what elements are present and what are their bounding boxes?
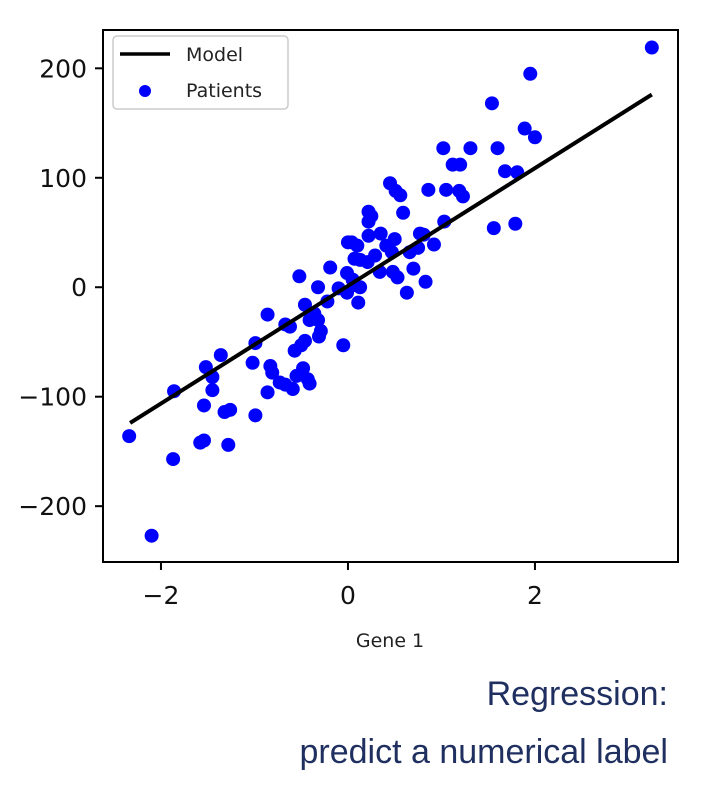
patient-point — [498, 164, 513, 179]
patient-point — [368, 248, 383, 263]
patient-point — [644, 40, 659, 55]
patient-point — [399, 285, 414, 300]
model-line — [129, 92, 653, 425]
patient-point — [453, 157, 468, 172]
patient-point — [144, 528, 159, 543]
patient-point — [196, 433, 211, 448]
patient-point — [418, 274, 433, 289]
x-tick-label: −2 — [143, 581, 180, 610]
x-axis: −2 0 2 — [143, 562, 543, 610]
patient-point — [523, 66, 538, 81]
patient-point — [351, 295, 366, 310]
patient-point — [361, 214, 376, 229]
y-tick-label: 100 — [39, 164, 87, 193]
patient-point — [484, 96, 499, 111]
legend-label-model: Model — [186, 44, 243, 66]
model-line-group — [129, 92, 653, 425]
patient-point — [436, 141, 451, 156]
patient-point — [396, 205, 411, 220]
patient-point — [289, 368, 304, 383]
patient-point — [265, 365, 280, 380]
patient-point — [302, 313, 317, 328]
patient-point — [260, 307, 275, 322]
patient-point — [213, 348, 228, 363]
patient-point — [292, 269, 307, 284]
patient-point — [323, 260, 338, 275]
patient-point — [486, 221, 501, 236]
y-axis: −200 −100 0 100 200 — [18, 54, 103, 521]
legend-dot-icon — [139, 85, 151, 97]
patient-point — [340, 235, 355, 250]
x-tick-label: 0 — [340, 581, 356, 610]
patient-point — [490, 141, 505, 156]
plot-frame — [102, 29, 679, 563]
patient-point — [297, 297, 312, 312]
patient-point — [517, 121, 532, 136]
patient-point — [245, 355, 260, 370]
patient-point — [122, 429, 137, 444]
legend-label-patients: Patients — [186, 80, 262, 102]
patient-point — [297, 333, 312, 348]
patient-point — [221, 437, 236, 452]
patient-point — [508, 216, 523, 231]
patient-point — [373, 226, 388, 241]
patient-point — [406, 261, 421, 276]
patient-point — [390, 270, 405, 285]
patient-point — [285, 382, 300, 397]
patient-point — [353, 280, 368, 295]
x-axis-label: Gene 1 — [356, 630, 424, 652]
patient-point — [311, 329, 326, 344]
y-tick-label: −100 — [18, 383, 87, 412]
caption-subtitle: predict a numerical label — [299, 733, 668, 771]
legend: Model Patients — [112, 35, 289, 110]
patient-point — [166, 452, 181, 467]
patient-point — [336, 338, 351, 353]
y-tick-label: 200 — [39, 54, 87, 83]
patient-point — [302, 376, 317, 391]
patient-point — [260, 385, 275, 400]
patient-point — [248, 408, 263, 423]
patient-point — [421, 182, 436, 197]
patient-point — [361, 228, 376, 243]
patient-point — [311, 280, 326, 295]
patient-point — [527, 130, 542, 145]
patient-point — [198, 360, 213, 375]
patient-point — [223, 402, 238, 417]
caption-title: Regression: — [486, 675, 668, 713]
patient-point — [196, 398, 211, 413]
y-tick-label: 0 — [71, 273, 87, 302]
patient-point — [393, 188, 408, 203]
patient-point — [205, 383, 220, 398]
y-tick-label: −200 — [18, 492, 87, 521]
patient-point — [287, 343, 302, 358]
x-tick-label: 2 — [527, 581, 543, 610]
patient-point — [439, 182, 454, 197]
scatter-points — [122, 40, 659, 543]
patient-point — [463, 141, 478, 156]
patient-point — [455, 189, 470, 204]
patient-point — [426, 237, 441, 252]
